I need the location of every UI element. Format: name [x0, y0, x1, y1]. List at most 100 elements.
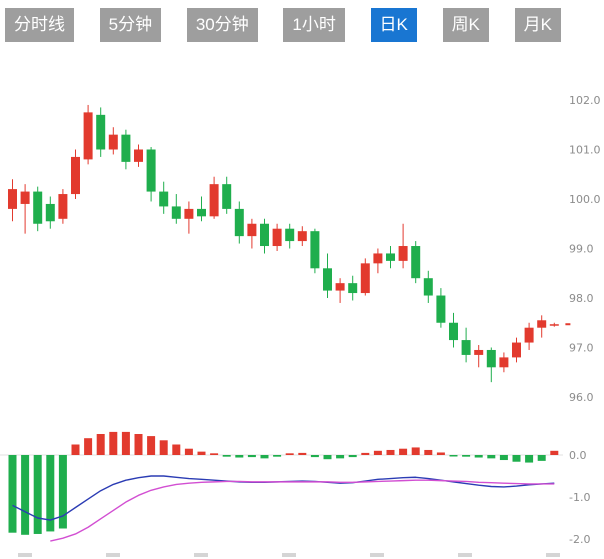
macd-axis-tick: -2.0 — [569, 533, 590, 546]
candle-body — [398, 246, 408, 261]
x-axis-tick-stub — [106, 553, 120, 557]
x-axis-tick-stub — [546, 553, 560, 557]
candle-body — [71, 156, 80, 195]
macd-histogram-bar — [512, 455, 521, 462]
candle-body — [524, 327, 534, 343]
candle-body — [474, 349, 484, 355]
candle-body — [373, 253, 383, 264]
x-axis-tick-stub — [194, 553, 208, 557]
candle-body — [96, 114, 106, 150]
price-axis-tick: 101.0 — [569, 144, 601, 157]
timeframe-tabbar: 分时线 5分钟 30分钟 1小时 日K 周K 月K — [5, 8, 561, 42]
macd-axis-labels: 0.0 -1.0 -2.0 — [569, 449, 590, 546]
price-axis-tick: 99.0 — [569, 243, 594, 256]
macd-histogram-bar — [474, 455, 483, 458]
macd-histogram-bar — [310, 455, 319, 458]
candle-body — [297, 231, 307, 242]
macd-histogram-bar — [348, 455, 357, 458]
macd-histogram-bar — [298, 452, 307, 455]
macd-histogram-bar — [159, 440, 168, 455]
macd-histogram-bar — [436, 452, 445, 455]
macd-histogram-bar — [285, 453, 294, 455]
candle-body — [360, 263, 370, 294]
candle-body — [33, 191, 43, 224]
x-axis-stubs — [18, 553, 560, 557]
macd-histogram-bar — [222, 455, 231, 457]
macd-histogram-bar — [235, 455, 244, 458]
candle-body — [449, 322, 458, 341]
candle-body — [348, 283, 358, 294]
tab-daily-k[interactable]: 日K — [370, 8, 417, 42]
macd-histogram-bar — [336, 455, 345, 459]
macd-histogram-bar — [184, 448, 193, 455]
tab-weekly-k[interactable]: 周K — [442, 8, 489, 42]
macd-histogram-bar — [96, 434, 105, 455]
price-axis-labels: 102.0 101.0 100.0 99.0 98.0 97.0 96.0 — [569, 94, 601, 404]
candlestick-layer — [8, 104, 571, 383]
candle-body — [222, 184, 232, 209]
macd-histogram-bar — [487, 455, 496, 459]
candle-body — [184, 208, 194, 219]
macd-histogram-bar — [197, 451, 206, 455]
tab-time-line[interactable]: 分时线 — [5, 8, 74, 42]
candle-body — [146, 149, 156, 192]
candle-body — [549, 324, 559, 326]
candle-body — [45, 203, 55, 222]
candle-body — [20, 191, 30, 204]
candle-body — [386, 253, 395, 261]
macd-histogram-bar — [46, 455, 55, 532]
tab-30min[interactable]: 30分钟 — [186, 8, 258, 42]
candle-body — [134, 149, 143, 162]
candle-body — [159, 191, 169, 207]
candle-body — [197, 208, 206, 217]
tab-monthly-k[interactable]: 月K — [514, 8, 561, 42]
candle-body — [209, 184, 219, 217]
macd-histogram-bar — [399, 448, 408, 455]
macd-histogram-bar — [411, 447, 420, 455]
macd-histogram-bar — [273, 455, 282, 457]
tab-1hour[interactable]: 1小时 — [283, 8, 345, 42]
macd-histogram-bar — [172, 444, 181, 455]
candle-body — [512, 342, 521, 358]
candle-body — [234, 208, 244, 237]
x-axis-tick-stub — [18, 553, 32, 557]
macd-histogram-bar — [210, 453, 219, 455]
candle-body — [423, 278, 433, 296]
macd-histogram-bar — [525, 455, 534, 463]
macd-histogram-bar — [424, 449, 433, 455]
candle-body — [272, 228, 282, 247]
macd-histogram-bar — [134, 434, 143, 455]
candle-body — [411, 246, 421, 279]
candle-body — [537, 320, 547, 328]
macd-histogram-bar — [33, 455, 42, 534]
macd-histogram-bar — [386, 449, 395, 455]
macd-histogram-bar — [84, 438, 93, 455]
candle-body — [323, 268, 332, 291]
candle-body — [335, 283, 345, 291]
macd-layer — [0, 431, 563, 542]
x-axis-tick-stub — [370, 553, 384, 557]
candle-body — [310, 231, 320, 269]
macd-dea-line — [50, 479, 555, 542]
candle-body — [171, 206, 181, 219]
candle-body — [260, 223, 269, 247]
candle-body — [83, 112, 93, 160]
macd-histogram-bar — [247, 455, 256, 458]
macd-histogram-bar — [147, 436, 156, 455]
macd-histogram-bar — [121, 431, 130, 455]
last-price-dash — [565, 323, 571, 326]
macd-histogram-bar — [260, 455, 269, 459]
x-axis-tick-stub — [282, 553, 296, 557]
price-axis-tick: 97.0 — [569, 342, 594, 355]
price-axis-tick: 100.0 — [569, 193, 601, 206]
macd-histogram-bar — [58, 455, 67, 529]
macd-histogram-bar — [449, 455, 458, 457]
macd-histogram-bar — [550, 450, 559, 455]
macd-histogram-bar — [109, 431, 118, 455]
tab-5min[interactable]: 5分钟 — [99, 8, 162, 42]
macd-histogram-bar — [373, 450, 382, 455]
candle-body — [436, 295, 446, 323]
candle-body — [247, 223, 257, 237]
